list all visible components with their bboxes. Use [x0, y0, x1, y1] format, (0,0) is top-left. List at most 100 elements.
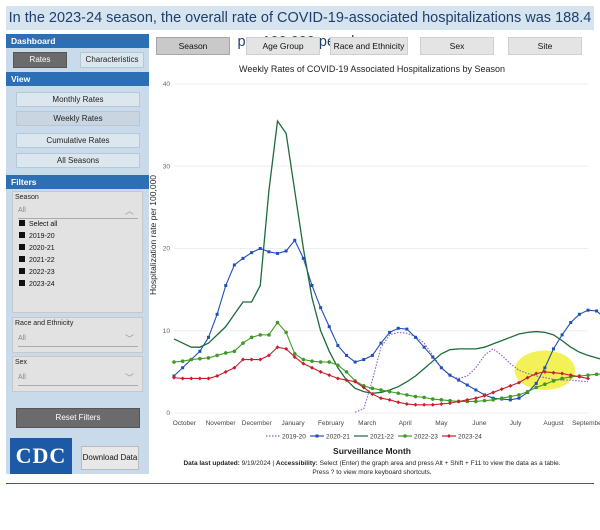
- data-point: [284, 249, 288, 253]
- data-point: [517, 380, 521, 385]
- tab-age-group[interactable]: Age Group: [246, 37, 320, 55]
- series-line-2020-21: [173, 239, 600, 401]
- tab-race-ethnicity[interactable]: Race and Ethnicity: [330, 37, 408, 55]
- data-point: [491, 398, 495, 402]
- data-point: [543, 382, 547, 387]
- data-point: [353, 379, 358, 384]
- x-tick-label: January: [281, 420, 305, 427]
- data-point: [379, 396, 383, 401]
- x-axis-label: Surveillance Month: [333, 446, 411, 456]
- updated-label: Data last updated:: [183, 460, 240, 467]
- data-point: [560, 376, 564, 381]
- data-point: [301, 361, 306, 366]
- data-point: [318, 360, 323, 364]
- data-point: [172, 375, 176, 380]
- rates-button[interactable]: Rates: [13, 52, 67, 68]
- data-point: [465, 399, 470, 404]
- data-point: [534, 385, 539, 390]
- chart-title: Weekly Rates of COVID-19 Associated Hosp…: [239, 64, 505, 74]
- data-point: [379, 388, 383, 392]
- checkbox-icon: [19, 256, 25, 263]
- data-point: [595, 309, 599, 313]
- data-point: [241, 357, 245, 362]
- legend-label: 2020-21: [326, 433, 350, 440]
- data-point: [508, 398, 512, 402]
- data-point: [483, 393, 486, 397]
- monthly-rates-button[interactable]: Monthly Rates: [16, 92, 140, 107]
- y-tick-label: 10: [163, 328, 171, 335]
- sidebar: Dashboard Rates Characteristics View Mon…: [6, 34, 149, 474]
- data-point: [327, 360, 332, 364]
- tab-sex[interactable]: Sex: [420, 37, 494, 55]
- reset-filters-button[interactable]: Reset Filters: [16, 408, 140, 428]
- y-tick-label: 40: [163, 81, 171, 88]
- data-point: [552, 347, 555, 351]
- data-point: [396, 326, 400, 330]
- dashboard-header: Dashboard: [6, 34, 149, 48]
- x-tick-label: May: [435, 420, 448, 427]
- y-tick-label: 0: [166, 410, 170, 417]
- season-option-2022-23[interactable]: 2022-23: [19, 268, 55, 278]
- data-point: [482, 398, 487, 403]
- download-data-button[interactable]: Download Data: [81, 446, 139, 470]
- data-point: [379, 341, 383, 345]
- data-point: [275, 320, 280, 325]
- data-point: [534, 381, 538, 385]
- season-option-2023-24[interactable]: 2023-24: [19, 280, 55, 290]
- all-seasons-button[interactable]: All Seasons: [16, 153, 140, 168]
- season-option-2020-21[interactable]: 2020-21: [19, 244, 55, 254]
- data-point: [327, 325, 331, 329]
- checkbox-icon: [19, 280, 25, 287]
- data-point: [594, 372, 599, 377]
- data-point: [422, 345, 426, 349]
- data-point: [499, 396, 504, 400]
- data-point: [198, 349, 202, 353]
- series-line-2019-20: [354, 331, 589, 413]
- season-option-select-all[interactable]: Select all: [19, 220, 57, 230]
- data-point: [508, 394, 513, 399]
- accessibility-text: Select (Enter) the graph area and press …: [319, 460, 561, 467]
- season-dropdown[interactable]: All ︿: [18, 204, 138, 219]
- updated-value: 9/19/2024: [241, 460, 271, 467]
- x-axis-ticks: October November December January February Ma…: [173, 420, 600, 427]
- data-point: [318, 369, 323, 374]
- data-point: [586, 373, 590, 377]
- tab-season[interactable]: Season: [156, 37, 230, 55]
- tab-site[interactable]: Site: [508, 37, 582, 55]
- series-line-2021-22: [173, 119, 600, 394]
- data-point: [526, 390, 530, 394]
- data-point: [500, 397, 504, 401]
- data-point: [189, 358, 193, 362]
- x-tick-label: April: [399, 420, 413, 427]
- data-point: [258, 247, 262, 250]
- data-point: [197, 376, 202, 381]
- data-point: [396, 391, 401, 396]
- x-tick-label: September: [572, 420, 600, 427]
- data-point: [353, 360, 357, 364]
- data-point: [542, 369, 547, 374]
- weekly-rates-button[interactable]: Weekly Rates: [16, 111, 140, 126]
- page-banner: In the 2023-24 season, the overall rate …: [6, 6, 594, 50]
- accessibility-label: Accessibility:: [275, 460, 318, 467]
- race-dropdown[interactable]: All ﹀: [18, 332, 138, 347]
- data-point: [388, 330, 392, 334]
- y-axis-label: Hospitalization rate per 100,000: [148, 174, 158, 295]
- data-point: [370, 386, 375, 391]
- data-point: [310, 359, 314, 363]
- series-line-2023-24: [173, 346, 589, 406]
- sex-dropdown[interactable]: All ﹀: [18, 371, 138, 386]
- season-filter-panel: Season All ︿ Select all 2019-20 2020-21 …: [12, 191, 143, 313]
- data-point: [560, 333, 564, 337]
- cumulative-rates-button[interactable]: Cumulative Rates: [16, 133, 140, 148]
- checkbox-icon: [19, 244, 25, 251]
- season-option-2019-20[interactable]: 2019-20: [19, 232, 55, 242]
- data-point: [370, 353, 374, 357]
- season-option-2021-22[interactable]: 2021-22: [19, 256, 55, 266]
- legend-marker: [447, 434, 451, 438]
- data-point: [543, 366, 547, 370]
- data-point: [413, 394, 418, 399]
- data-point: [586, 376, 590, 381]
- data-point: [223, 351, 228, 355]
- data-point: [275, 345, 280, 350]
- characteristics-button[interactable]: Characteristics: [80, 52, 144, 68]
